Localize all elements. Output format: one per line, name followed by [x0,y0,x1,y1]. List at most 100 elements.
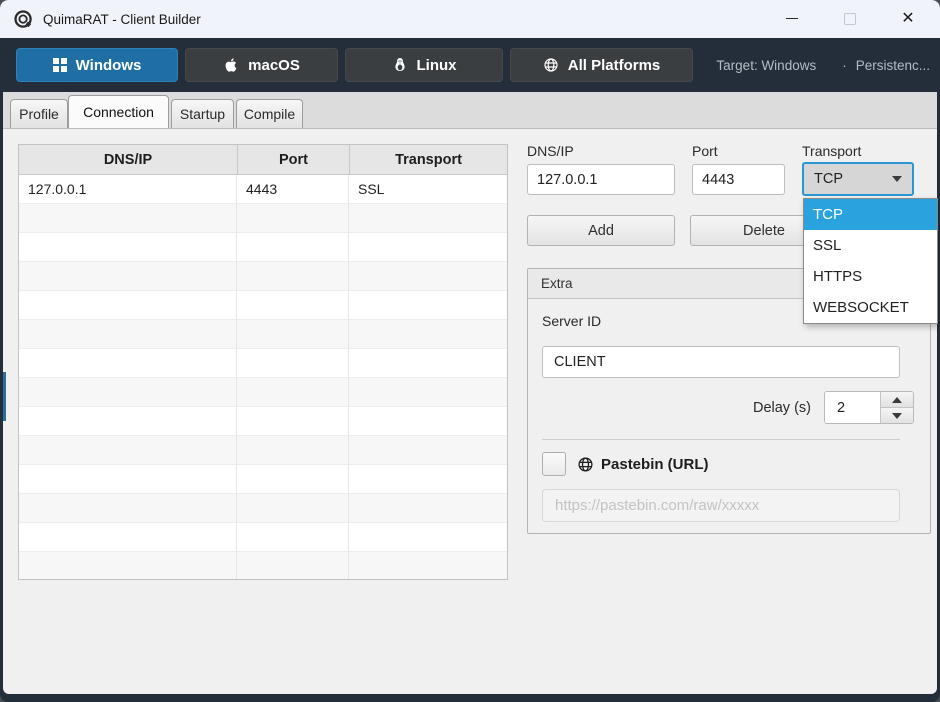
empty-cell [349,407,507,436]
table-row[interactable] [19,291,507,320]
empty-cell [237,523,349,552]
linux-penguin-icon [394,58,405,71]
dropdown-option-ssl[interactable]: SSL [813,237,842,254]
table-row[interactable] [19,552,507,579]
table-row[interactable] [19,233,507,262]
tab-label: Startup [179,106,226,122]
platform-button-windows[interactable]: Windows [16,48,178,82]
column-header-transport[interactable]: Transport [395,151,462,168]
add-button[interactable]: Add [527,215,675,246]
transport-label: Transport [802,143,862,159]
platform-label: Linux [416,56,457,74]
hosts-table-header: DNS/IP Port Transport [19,145,507,175]
column-header-port[interactable]: Port [238,145,350,174]
delay-input[interactable] [825,392,880,423]
empty-cell [237,320,349,349]
pastebin-checkbox[interactable] [542,452,566,476]
connection-tab-page: DNS/IP Port Transport 127.0.0.1 4443 SSL… [3,128,938,694]
close-icon: ✕ [901,9,915,27]
arrow-down-icon [892,412,902,419]
table-row[interactable] [19,320,507,349]
tab-label: Compile [243,106,296,122]
tab-compile[interactable]: Compile [236,99,303,128]
close-button[interactable]: ✕ [885,0,931,37]
empty-cell [237,349,349,378]
table-row[interactable] [19,378,507,407]
table-row[interactable] [19,204,507,233]
empty-cell [237,204,349,233]
platform-button-macos[interactable]: macOS [185,48,338,82]
transport-combobox[interactable]: TCP [802,162,914,196]
empty-cell [237,378,349,407]
table-row[interactable] [19,262,507,291]
empty-cell [237,262,349,291]
dropdown-option-websocket[interactable]: WEBSOCKET [813,299,909,316]
empty-cell [349,378,507,407]
table-row[interactable] [19,465,507,494]
tab-label: Profile [19,106,59,122]
pastebin-url-input[interactable] [542,489,900,522]
hosts-table: DNS/IP Port Transport 127.0.0.1 4443 SSL [18,144,508,580]
globe-icon [544,58,558,72]
extra-title: Extra [541,276,573,291]
titlebar: QuimaRAT - Client Builder ✕ [0,0,940,38]
empty-cell [237,233,349,262]
dropdown-option-tcp[interactable]: TCP [804,199,937,230]
table-row[interactable] [19,436,507,465]
empty-cell [349,204,507,233]
server-id-label: Server ID [542,313,602,329]
empty-cell [19,233,237,262]
delay-row: Delay (s) [542,391,914,424]
platform-toolbar: Windows macOS Linux All Platforms [0,38,940,92]
spinner-up-button[interactable] [881,392,913,408]
tab-strip: Profile Connection Startup Compile [3,92,937,128]
server-id-input[interactable] [542,346,900,378]
table-row[interactable] [19,349,507,378]
empty-cell [349,436,507,465]
transport-selected-value: TCP [814,171,843,187]
empty-cell [349,320,507,349]
spinner-down-button[interactable] [881,408,913,423]
dns-input[interactable] [527,164,675,195]
cell-transport: SSL [349,175,507,204]
column-header-dns[interactable]: DNS/IP [19,145,238,174]
minimize-icon [786,18,798,19]
empty-cell [349,552,507,579]
hosts-table-body: 127.0.0.1 4443 SSL [19,175,507,579]
minimize-button[interactable] [769,0,815,37]
tab-profile[interactable]: Profile [10,99,68,128]
empty-cell [19,465,237,494]
dropdown-option-https[interactable]: HTTPS [813,268,863,285]
tab-connection[interactable]: Connection [68,95,169,128]
empty-cell [19,552,237,579]
windows-icon [52,58,67,72]
tab-startup[interactable]: Startup [171,99,234,128]
target-status: Target: Windows · Persistenc... [716,38,930,92]
delay-label: Delay (s) [752,399,811,416]
port-label: Port [692,143,718,159]
empty-cell [237,494,349,523]
transport-dropdown-list: TCP SSL HTTPS WEBSOCKET [803,198,938,324]
separator-line [542,439,900,440]
arrow-up-icon [892,396,902,403]
empty-cell [19,436,237,465]
platform-button-all[interactable]: All Platforms [510,48,693,82]
platform-button-linux[interactable]: Linux [345,48,503,82]
target-text: Target: Windows [716,57,817,73]
status-separator: · [842,57,847,73]
app-logo-icon [14,9,32,28]
table-row[interactable]: 127.0.0.1 4443 SSL [19,175,507,204]
port-input[interactable] [692,164,785,195]
table-row[interactable] [19,407,507,436]
table-row[interactable] [19,523,507,552]
maximize-button[interactable] [827,0,873,37]
dns-label: DNS/IP [527,143,574,159]
empty-cell [349,349,507,378]
table-row[interactable] [19,494,507,523]
empty-cell [19,262,237,291]
empty-cell [19,523,237,552]
persistence-text: Persistenc... [855,57,930,73]
add-button-label: Add [588,222,614,239]
empty-cell [19,320,237,349]
